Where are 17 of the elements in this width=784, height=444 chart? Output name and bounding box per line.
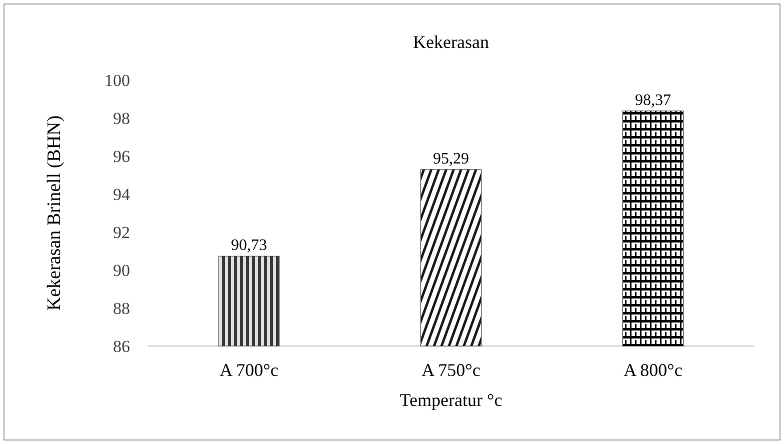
y-tick-label: 86 bbox=[113, 336, 130, 356]
y-tick-label: 94 bbox=[113, 184, 130, 204]
y-tick-label: 92 bbox=[113, 222, 130, 242]
data-label: 98,37 bbox=[635, 92, 671, 109]
x-tick-label: A 800°c bbox=[624, 360, 682, 380]
data-label: 95,29 bbox=[433, 150, 469, 168]
y-tick-label: 96 bbox=[113, 146, 130, 166]
data-label: 90,73 bbox=[231, 237, 267, 254]
y-axis-title: Kekerasan Brinell (BHN) bbox=[44, 115, 65, 311]
y-tick-label: 100 bbox=[104, 70, 130, 90]
y-tick-label: 88 bbox=[113, 298, 130, 318]
x-axis-title: Temperatur °c bbox=[400, 390, 502, 410]
y-tick-label: 90 bbox=[113, 260, 130, 280]
x-tick-label: A 700°c bbox=[220, 360, 278, 380]
chart-title: Kekerasan bbox=[413, 32, 489, 52]
y-tick-label: 98 bbox=[113, 108, 130, 128]
x-tick-label: A 750°c bbox=[422, 360, 480, 380]
